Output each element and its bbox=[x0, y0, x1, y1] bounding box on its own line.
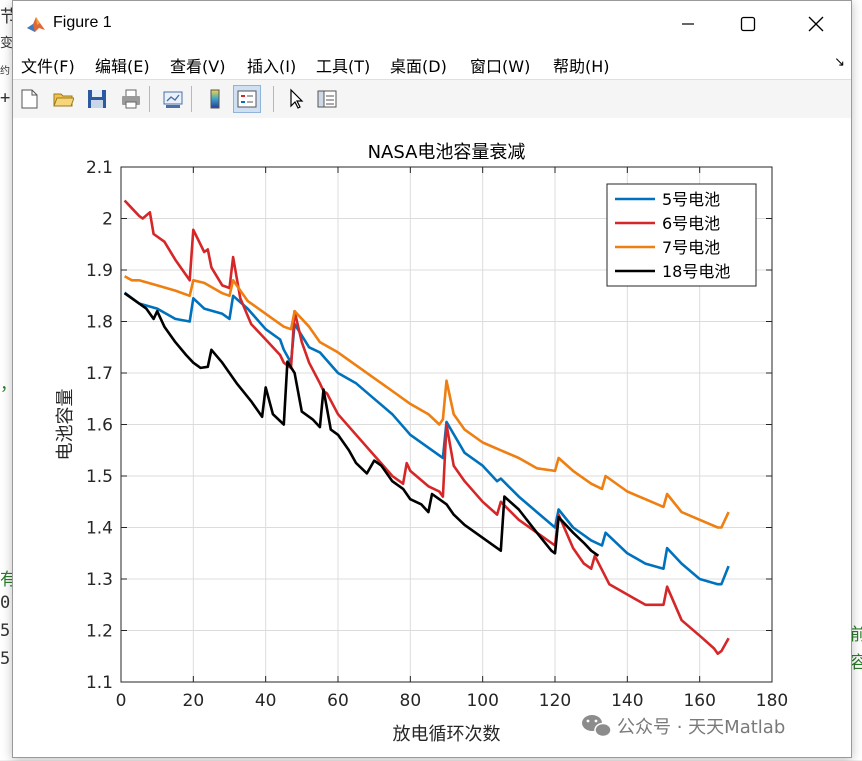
minimize-button[interactable] bbox=[653, 1, 723, 47]
pointer-icon bbox=[290, 88, 304, 109]
bg-glyph: 容 bbox=[850, 653, 862, 673]
menu-bar: 文件(F) 编辑(E) 查看(V) 插入(I) 工具(T) 桌面(D) 窗口(W… bbox=[13, 47, 851, 79]
toolbar-separator bbox=[149, 86, 150, 112]
x-tick-label: 160 bbox=[683, 691, 715, 711]
legend-button[interactable] bbox=[233, 85, 261, 113]
dock-arrow-icon[interactable]: ↘ bbox=[834, 55, 845, 70]
menu-view[interactable]: 查看(V) bbox=[170, 57, 226, 76]
y-tick-label: 1.7 bbox=[86, 364, 113, 384]
property-inspector-button[interactable] bbox=[313, 85, 341, 113]
open-file-icon bbox=[53, 93, 74, 107]
menu-insert[interactable]: 插入(I) bbox=[247, 57, 297, 76]
menu-file[interactable]: 文件(F) bbox=[21, 57, 75, 76]
new-figure-button[interactable] bbox=[15, 85, 43, 113]
y-tick-label: 1.1 bbox=[86, 673, 113, 693]
toolbar-separator bbox=[273, 86, 274, 112]
menu-window[interactable]: 窗口(W) bbox=[470, 57, 531, 76]
series-line-4 bbox=[123, 292, 600, 557]
print-icon bbox=[122, 89, 140, 109]
wechat-icon bbox=[582, 715, 612, 738]
x-tick-label: 100 bbox=[466, 691, 498, 711]
x-tick-label: 0 bbox=[116, 691, 127, 711]
chart-svg[interactable]: 0 20 40 60 80 100 120 140 160 180 1.1 1.2 1.3 1.4 1.5 1… bbox=[13, 118, 851, 757]
series-lines bbox=[123, 199, 730, 656]
y-tick-label: 1.6 bbox=[86, 416, 113, 436]
open-file-button[interactable] bbox=[49, 85, 77, 113]
bg-glyph: 0 bbox=[0, 593, 11, 613]
y-tick-label: 1.2 bbox=[86, 622, 113, 642]
x-tick-label: 80 bbox=[400, 691, 422, 711]
property-inspector-icon bbox=[317, 90, 337, 108]
series-line-2 bbox=[123, 199, 730, 656]
y-axis-label: 电池容量 bbox=[55, 389, 76, 461]
menu-edit[interactable]: 编辑(E) bbox=[95, 57, 150, 76]
figure-canvas: 0 20 40 60 80 100 120 140 160 180 1.1 1.2 1.3 1.4 1.5 1… bbox=[13, 118, 851, 757]
x-tick-label: 120 bbox=[539, 691, 571, 711]
figure-window: Figure 1 文件(F) 编辑(E) 查看(V) 插入(I) 工具(T) 桌… bbox=[12, 0, 852, 758]
x-tick-label: 20 bbox=[183, 691, 205, 711]
y-tick-label: 1.4 bbox=[86, 519, 113, 539]
series-line-1 bbox=[123, 291, 730, 586]
ticks: 0 20 40 60 80 100 120 140 160 180 1.1 1.2 1.3 1.4 1.5 1… bbox=[86, 158, 788, 711]
x-tick-label: 140 bbox=[611, 691, 643, 711]
y-tick-label: 1.9 bbox=[86, 261, 113, 281]
x-tick-label: 60 bbox=[327, 691, 349, 711]
edit-pointer-button[interactable] bbox=[281, 85, 309, 113]
close-icon bbox=[808, 16, 824, 32]
menu-tools[interactable]: 工具(T) bbox=[316, 57, 371, 76]
bg-glyph: 约 bbox=[0, 66, 10, 77]
legend-box bbox=[606, 183, 757, 287]
maximize-icon bbox=[740, 16, 756, 32]
legend-entry: 18号电池 bbox=[662, 262, 730, 281]
legend-entry: 6号电池 bbox=[662, 214, 720, 233]
colorbar-icon bbox=[210, 89, 220, 109]
x-tick-label: 40 bbox=[255, 691, 277, 711]
menu-help[interactable]: 帮助(H) bbox=[553, 57, 610, 76]
series-line-3 bbox=[123, 275, 730, 529]
link-plot-button[interactable] bbox=[159, 85, 187, 113]
bg-glyph: 5 bbox=[0, 621, 11, 641]
y-tick-label: 1.5 bbox=[86, 467, 113, 487]
legend-entry: 5号电池 bbox=[662, 190, 720, 209]
legend-icon bbox=[237, 90, 257, 108]
minimize-icon bbox=[682, 23, 694, 25]
x-axis-label: 放电循环次数 bbox=[393, 724, 501, 745]
bg-glyph: 前 bbox=[850, 625, 862, 645]
legend[interactable]: 5号电池 6号电池 7号电池 18号电池 bbox=[606, 183, 757, 287]
bg-glyph: 变 bbox=[0, 36, 14, 51]
x-tick-label: 180 bbox=[756, 691, 788, 711]
y-tick-label: 1.8 bbox=[86, 313, 113, 333]
new-figure-icon bbox=[21, 89, 38, 109]
save-button[interactable] bbox=[83, 85, 111, 113]
watermark-text: 公众号 · 天天Matlab bbox=[617, 717, 785, 738]
maximize-button[interactable] bbox=[713, 1, 783, 47]
colorbar-button[interactable] bbox=[201, 85, 229, 113]
bg-glyph: + bbox=[0, 88, 11, 108]
print-button[interactable] bbox=[117, 85, 145, 113]
window-title: Figure 1 bbox=[53, 14, 112, 31]
legend-entry: 7号电池 bbox=[662, 238, 720, 257]
y-tick-label: 2 bbox=[102, 210, 113, 230]
bg-glyph: 5 bbox=[0, 649, 11, 669]
matlab-logo-icon bbox=[25, 13, 47, 35]
menu-desktop[interactable]: 桌面(D) bbox=[390, 57, 447, 76]
link-plot-icon bbox=[163, 91, 183, 108]
title-bar[interactable]: Figure 1 bbox=[13, 1, 851, 47]
chart-title: NASA电池容量衰减 bbox=[368, 142, 526, 163]
close-button[interactable] bbox=[781, 1, 851, 47]
watermark: 公众号 · 天天Matlab bbox=[582, 715, 785, 738]
toolbar-separator bbox=[191, 86, 192, 112]
save-icon bbox=[88, 90, 106, 108]
y-tick-label: 2.1 bbox=[86, 158, 113, 178]
toolbar bbox=[13, 79, 851, 119]
y-tick-label: 1.3 bbox=[86, 570, 113, 590]
